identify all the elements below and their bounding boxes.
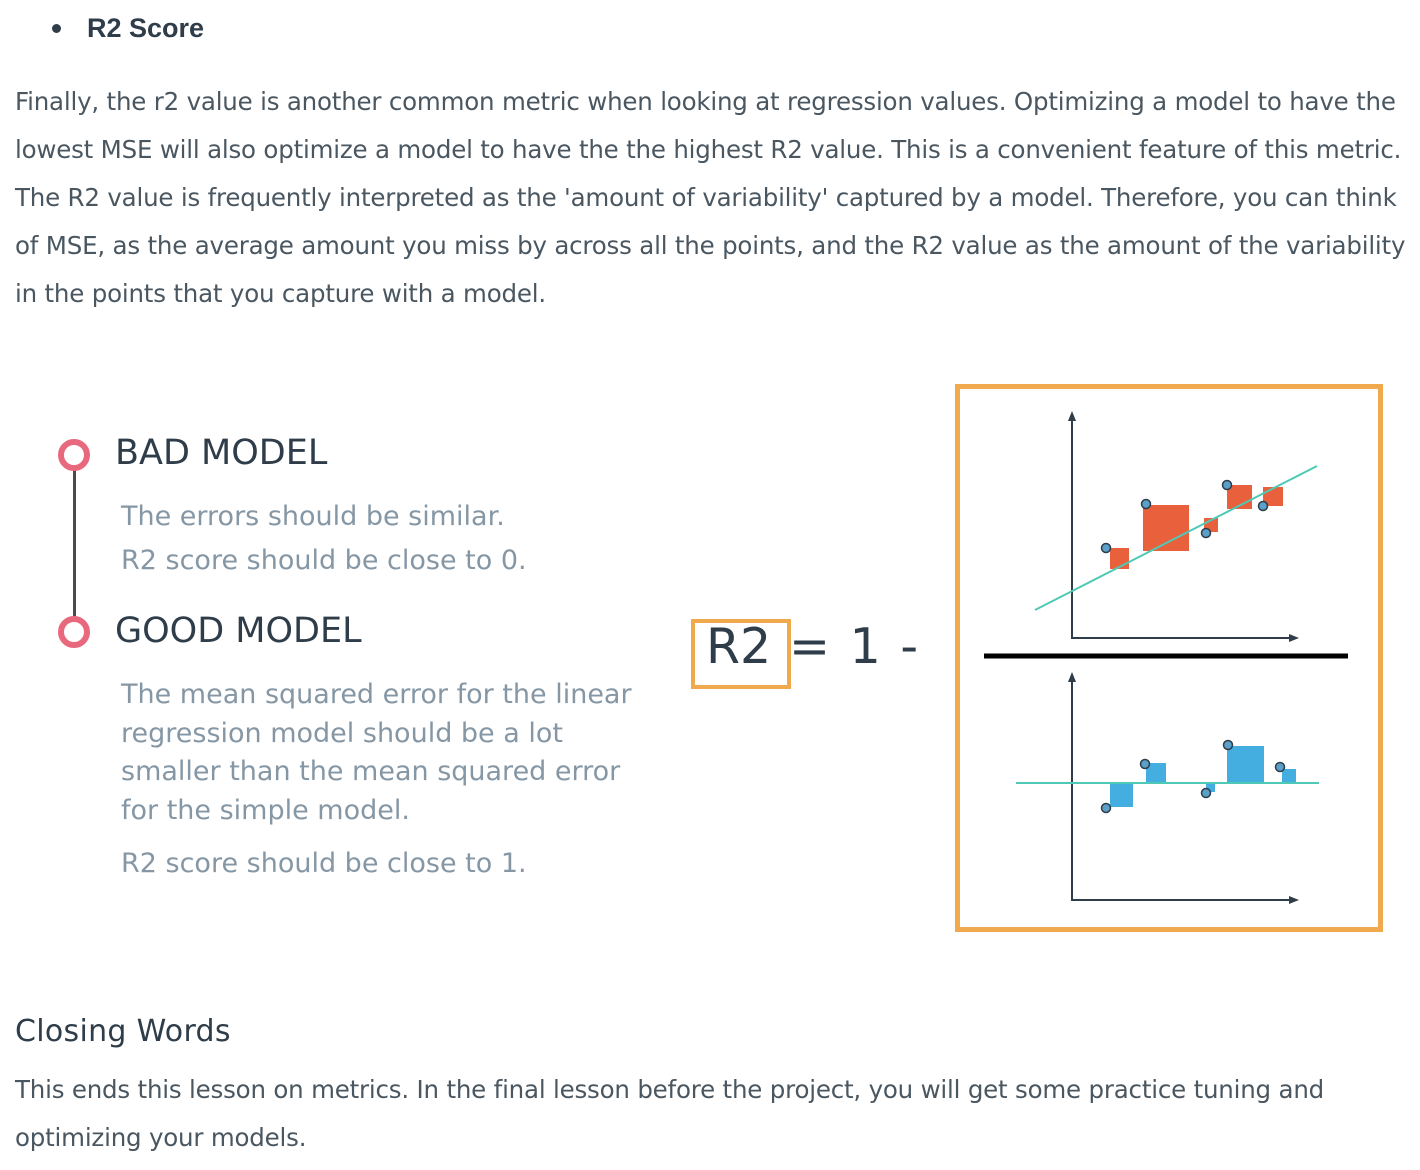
bad-model-heading: BAD MODEL (115, 433, 328, 473)
good-model-heading: GOOD MODEL (115, 611, 362, 651)
bad-model-line2: R2 score should be close to 0. (121, 545, 527, 576)
numerator-y-arrow-icon (1068, 411, 1076, 421)
error-square (1110, 783, 1133, 807)
formula-lhs: R2 (706, 618, 772, 675)
bullet-dot-icon (52, 23, 61, 33)
error-square (1206, 783, 1215, 792)
data-point (1222, 739, 1234, 751)
data-point (1139, 758, 1151, 770)
data-point (1200, 527, 1212, 539)
intro-paragraph: Finally, the r2 value is another common … (15, 87, 1406, 308)
data-point (1100, 802, 1112, 814)
denominator-x-arrow-icon (1289, 896, 1299, 904)
numerator-plot (1034, 411, 1318, 642)
good-model-description: The mean squared error for the linear re… (121, 679, 632, 826)
closing-paragraph: This ends this lesson on metrics. In the… (15, 1075, 1324, 1152)
r2-highlight-box (691, 619, 791, 689)
error-square (1227, 746, 1264, 783)
formula-rhs: = 1 - (789, 618, 921, 675)
data-point (1200, 787, 1212, 799)
bad-model-ring-icon (58, 439, 90, 471)
error-square (1282, 769, 1296, 783)
data-point (1140, 498, 1152, 510)
bad-model-line1: The errors should be similar. (121, 501, 505, 532)
regression-line (1034, 465, 1318, 611)
data-point (1221, 479, 1233, 491)
fraction-frame (955, 384, 1383, 932)
denominator-plot (1016, 672, 1319, 904)
fraction-plots (955, 384, 1383, 932)
good-model-ring-icon (58, 616, 90, 648)
bullet-item: R2 Score (52, 8, 204, 48)
data-point (1257, 500, 1269, 512)
data-point (1100, 542, 1112, 554)
bullet-label: R2 Score (87, 12, 205, 43)
closing-heading: Closing Words (15, 1014, 231, 1049)
timeline-connector (73, 468, 76, 628)
denominator-y-arrow-icon (1068, 672, 1076, 682)
good-model-r2-note: R2 score should be close to 1. (121, 848, 527, 879)
error-square (1146, 763, 1166, 783)
numerator-x-arrow-icon (1289, 634, 1299, 642)
data-point (1274, 761, 1286, 773)
